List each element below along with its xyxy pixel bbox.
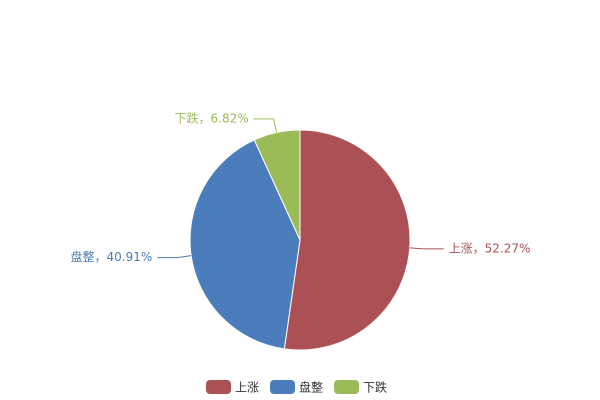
legend-swatch[interactable] <box>206 380 231 394</box>
pie-slice[interactable] <box>189 139 301 350</box>
legend-swatch[interactable] <box>334 380 359 394</box>
leader-line <box>409 247 444 250</box>
legend-swatch[interactable] <box>270 380 295 394</box>
legend-label[interactable]: 盘整 <box>299 380 323 395</box>
legend-label[interactable]: 上涨 <box>235 380 259 395</box>
leader-line <box>157 255 192 259</box>
pie-slice[interactable] <box>253 129 301 241</box>
leader-line <box>253 118 278 133</box>
data-label: 下跌，6.82% <box>175 110 249 125</box>
legend-label[interactable]: 下跌 <box>363 380 387 395</box>
data-label: 盘整，40.91% <box>70 249 152 264</box>
pie-slice[interactable] <box>283 129 411 351</box>
data-label: 上涨，52.27% <box>449 240 531 255</box>
